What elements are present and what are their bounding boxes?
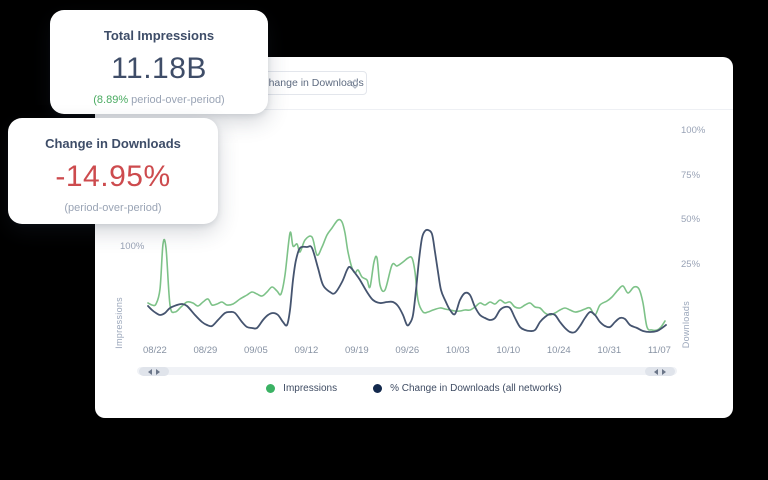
downloads-line xyxy=(147,228,667,334)
x-tick-label: 09/05 xyxy=(243,345,268,356)
legend-item[interactable]: % Change in Downloads (all networks) xyxy=(373,383,562,394)
x-tick-label: 09/19 xyxy=(344,345,369,356)
x-tick-label: 10/10 xyxy=(496,345,521,356)
x-axis: 08/22 08/29 09/05 09/12 09/19 09/26 10/03 10/10… xyxy=(143,345,671,356)
kpi-title: Total Impressions xyxy=(103,28,215,43)
right-axis-tick: 50% xyxy=(681,214,701,226)
metric-dropdown-value: Change in Downloads xyxy=(261,77,364,89)
x-tick-label: 09/26 xyxy=(395,345,420,356)
x-tick-label: 10/03 xyxy=(445,345,470,356)
legend-dot-icon xyxy=(373,384,383,393)
x-tick-label: 11/07 xyxy=(647,345,671,356)
kpi-card-total-impressions: Total Impressions 11.18B (8.89% period-o… xyxy=(50,10,268,114)
chart-card: Change in Downloads 100% Impressions 100… xyxy=(95,57,733,418)
kpi-subtext: (8.89% period-over-period) xyxy=(50,94,268,106)
chart-plot-area[interactable] xyxy=(145,115,668,345)
left-axis-tick: 100% xyxy=(120,241,145,252)
x-tick-label: 09/12 xyxy=(294,345,319,356)
legend-label: Impressions xyxy=(283,383,338,394)
scroll-right-arrow-icon xyxy=(662,368,666,375)
kpi-value: -14.95% xyxy=(55,160,171,193)
kpi-period-label: (period-over-period) xyxy=(64,202,162,214)
right-axis-ticks: 100% 75% 50% 25% xyxy=(681,57,723,357)
x-tick-label: 08/22 xyxy=(143,345,167,356)
chart-scroll-left-button[interactable] xyxy=(139,367,169,376)
x-tick-label: 08/29 xyxy=(193,345,218,356)
kpi-card-change-in-downloads: Change in Downloads -14.95% (period-over… xyxy=(8,118,218,224)
kpi-period-label: period-over-period) xyxy=(128,94,225,106)
right-axis-title: Downloads xyxy=(681,301,691,349)
kpi-title: Change in Downloads xyxy=(45,136,181,151)
impressions-line xyxy=(147,218,666,332)
x-tick-label: 10/24 xyxy=(546,345,571,356)
right-axis-tick: 75% xyxy=(681,169,701,181)
legend-label: % Change in Downloads (all networks) xyxy=(390,383,562,394)
scroll-right-arrow-icon xyxy=(156,368,160,375)
left-axis-title: Impressions xyxy=(114,297,124,349)
chart-scrollbar-track[interactable] xyxy=(137,367,677,375)
chart-scroll-right-button[interactable] xyxy=(645,367,675,376)
right-axis-tick: 100% xyxy=(681,125,706,136)
kpi-delta-positive: (8.89% xyxy=(93,94,129,106)
kpi-value: 11.18B xyxy=(111,52,207,85)
header-divider xyxy=(95,109,733,110)
legend-dot-icon xyxy=(266,384,276,393)
legend-item[interactable]: Impressions xyxy=(266,383,337,394)
right-axis-tick: 25% xyxy=(681,259,701,271)
chart-legend: Impressions % Change in Downloads (all ne… xyxy=(95,383,733,394)
unfold-more-icon xyxy=(351,79,359,89)
kpi-subtext: (period-over-period) xyxy=(8,202,218,214)
x-tick-label: 10/31 xyxy=(597,345,622,356)
scroll-left-arrow-icon xyxy=(148,368,152,375)
metric-dropdown[interactable]: Change in Downloads xyxy=(251,71,367,95)
scroll-left-arrow-icon xyxy=(654,368,658,375)
